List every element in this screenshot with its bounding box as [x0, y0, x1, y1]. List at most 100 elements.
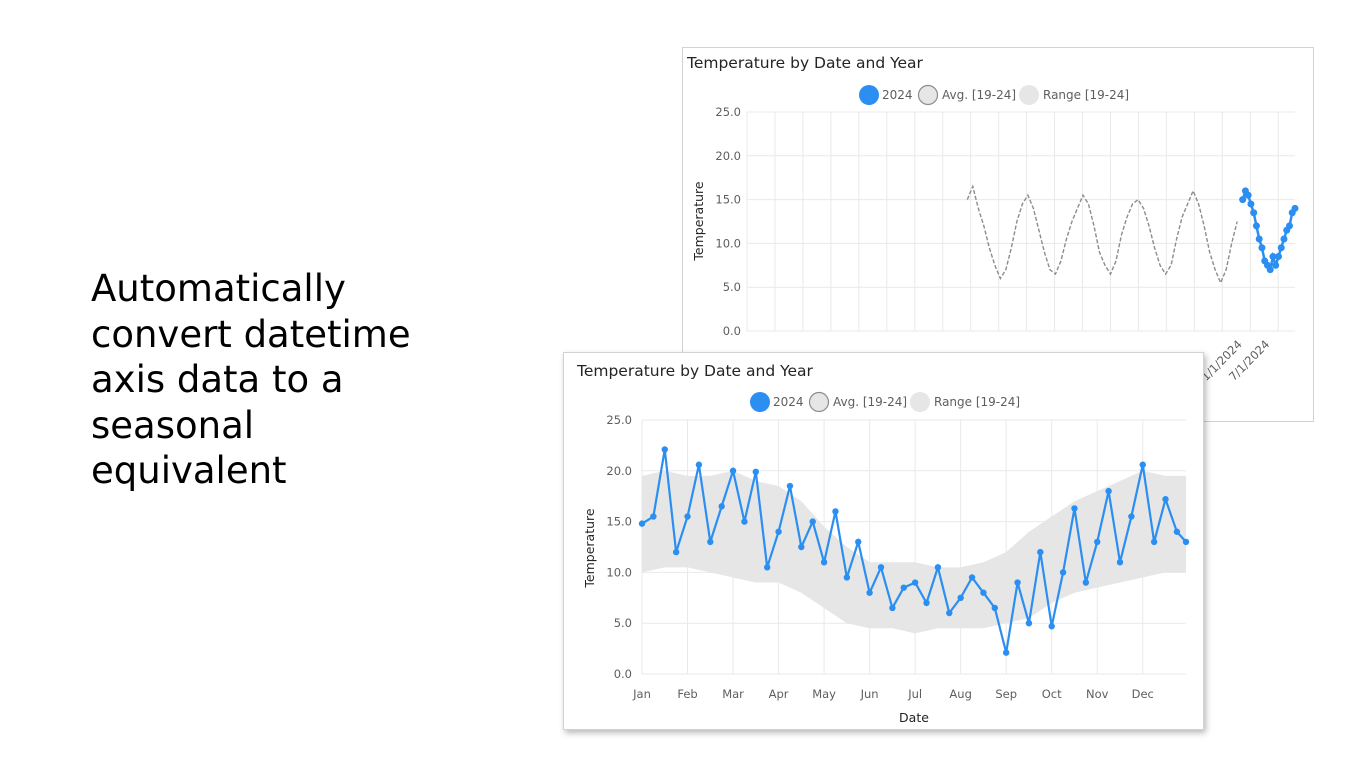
x-tick-label: May — [812, 687, 836, 701]
data-point-2024 — [934, 564, 942, 571]
datetime-chart-svg: Temperature by Date and Year 2024 Avg. [… — [686, 54, 1299, 384]
legend-label[interactable]: 2024 — [882, 88, 913, 102]
data-point-2024 — [832, 508, 839, 515]
data-point-2024 — [672, 548, 680, 556]
legend[interactable]: 2024 Avg. [19-24] Range [19-24] — [859, 84, 1129, 106]
x-tick-label: Jan — [632, 687, 651, 701]
data-point-2024 — [900, 584, 907, 591]
data-point-2024 — [1071, 505, 1078, 512]
data-point-2024 — [798, 543, 805, 551]
data-point-2024 — [843, 574, 851, 581]
legend-label[interactable]: Range [19-24] — [934, 395, 1020, 409]
data-point-2024 — [809, 518, 816, 525]
data-point-2024 — [1244, 191, 1252, 199]
x-tick-label: Feb — [677, 687, 697, 701]
legend-swatch-2024[interactable] — [859, 85, 879, 105]
data-point-2024 — [1255, 235, 1263, 243]
y-tick-label: 25.0 — [715, 105, 741, 119]
data-point-2024 — [991, 604, 999, 612]
x-tick-label: Aug — [949, 687, 971, 701]
data-point-2024 — [877, 564, 885, 571]
legend-label[interactable]: Avg. [19-24] — [942, 88, 1016, 102]
legend[interactable]: 2024 Avg. [19-24] Range [19-24] — [750, 391, 1020, 413]
seasonal-chart-panel[interactable]: Temperature by Date and Year 2024 Avg. [… — [563, 352, 1204, 730]
headline-line: convert datetime — [91, 312, 411, 356]
data-point-2024 — [1269, 253, 1277, 261]
legend-label[interactable]: Avg. [19-24] — [833, 395, 907, 409]
legend-swatch-range[interactable] — [1019, 85, 1039, 105]
data-point-2024 — [1182, 538, 1190, 546]
x-axis-title: Date — [899, 710, 929, 725]
data-point-2024 — [1002, 649, 1010, 656]
y-tick-label: 20.0 — [715, 149, 741, 163]
x-tick-label: Nov — [1086, 687, 1109, 701]
headline-line: Automatically — [91, 267, 346, 310]
y-axis-title: Temperature — [691, 181, 706, 261]
data-point-2024 — [1162, 496, 1169, 503]
y-tick-label: 0.0 — [723, 324, 741, 338]
data-point-2024 — [957, 594, 964, 601]
y-tick-label: 5.0 — [614, 616, 632, 630]
legend-swatch-avg[interactable] — [808, 391, 830, 413]
headline-line: axis data to a — [91, 358, 344, 401]
y-axis-ticks: 0.0 5.0 10.0 15.0 20.0 25.0 — [715, 105, 741, 338]
data-point-2024 — [889, 604, 896, 612]
data-point-2024 — [1059, 569, 1067, 576]
data-point-2024 — [923, 599, 930, 607]
x-tick-label: Jun — [860, 687, 879, 701]
data-point-2024 — [911, 579, 919, 586]
x-tick-label: Dec — [1132, 687, 1154, 701]
data-point-2024 — [1272, 261, 1280, 269]
data-point-2024 — [855, 538, 862, 546]
data-point-2024 — [707, 538, 714, 546]
data-point-2024 — [650, 513, 657, 520]
gridlines — [746, 111, 1295, 332]
y-tick-label: 10.0 — [715, 236, 741, 250]
data-point-2024 — [1048, 623, 1055, 630]
data-point-2024 — [1014, 579, 1021, 586]
y-tick-label: 25.0 — [606, 413, 632, 427]
data-point-2024 — [763, 564, 771, 571]
data-point-2024 — [1239, 196, 1247, 204]
legend-label[interactable]: Range [19-24] — [1043, 88, 1129, 102]
plot-area — [966, 184, 1299, 285]
data-point-2024 — [638, 520, 646, 527]
x-tick-label: Mar — [722, 687, 744, 701]
data-point-2024 — [1250, 209, 1258, 217]
data-point-2024 — [866, 589, 873, 596]
legend-swatch-2024[interactable] — [750, 392, 770, 412]
data-point-2024 — [1150, 538, 1158, 546]
data-point-2024 — [820, 559, 828, 566]
legend-swatch-range[interactable] — [910, 392, 930, 412]
slide-headline: Automatically convert datetime axis data… — [91, 266, 451, 494]
data-point-2024 — [1105, 487, 1112, 495]
data-point-2024 — [1025, 620, 1033, 627]
data-point-2024 — [752, 468, 760, 476]
x-tick-label: Apr — [769, 687, 789, 701]
legend-swatch-avg[interactable] — [917, 84, 939, 106]
data-point-2024 — [775, 528, 782, 535]
data-point-2024 — [1094, 538, 1101, 546]
data-point-2024 — [946, 609, 953, 617]
data-point-2024 — [1139, 461, 1146, 468]
data-point-2024 — [786, 482, 794, 490]
x-tick-label: Jul — [907, 687, 922, 701]
data-point-2024 — [1128, 513, 1135, 520]
data-point-2024 — [1258, 244, 1266, 252]
data-point-2024 — [718, 503, 725, 510]
chart-title: Temperature by Date and Year — [686, 54, 924, 72]
data-point-2024 — [1277, 244, 1285, 252]
data-point-2024 — [1280, 235, 1288, 243]
data-point-2024 — [661, 446, 668, 453]
legend-label[interactable]: 2024 — [773, 395, 804, 409]
y-tick-label: 20.0 — [606, 464, 632, 478]
data-point-2024 — [684, 513, 691, 520]
y-tick-label: 0.0 — [614, 667, 632, 681]
data-point-2024 — [695, 461, 703, 468]
data-point-2024 — [1247, 200, 1255, 208]
data-point-2024 — [1116, 559, 1124, 566]
data-point-2024 — [1291, 204, 1299, 212]
data-point-2024 — [729, 467, 737, 474]
data-point-2024 — [1285, 222, 1293, 230]
